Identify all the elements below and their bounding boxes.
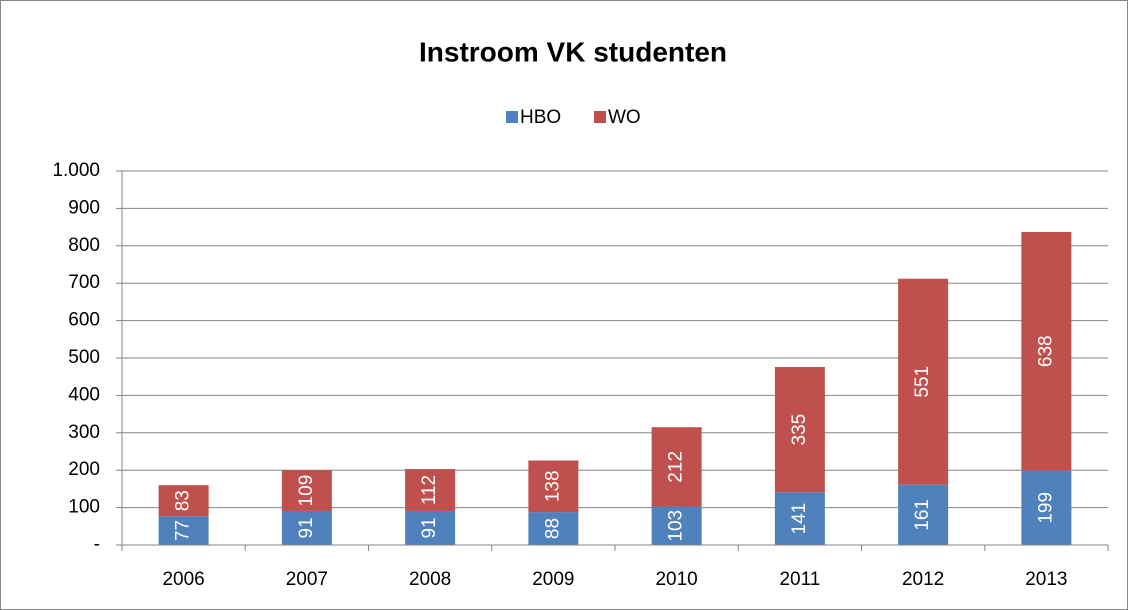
bar-segment [281,470,332,511]
data-label: 551 [912,366,933,398]
legend-label: HBO [520,107,561,128]
bar-segment [898,484,949,545]
y-tick-label: 600 [68,310,100,331]
legend-swatch [506,111,518,123]
y-tick-label: 200 [68,459,100,480]
y-tick-label: 700 [68,272,100,293]
data-label: 335 [789,414,810,446]
x-tick-label: 2011 [779,569,820,590]
data-label: 83 [173,490,194,511]
x-tick-label: 2008 [409,569,451,590]
y-tick-label: 800 [68,235,100,256]
legend-swatch [594,111,606,123]
data-label: 138 [542,470,563,502]
bar-segment [405,469,456,511]
bar-segment [1021,231,1072,471]
data-label: 88 [542,518,563,539]
x-tick-label: 2010 [655,569,697,590]
x-tick-label: 2006 [162,569,204,590]
data-label: 112 [419,475,440,505]
y-tick-label: 500 [68,347,100,368]
x-tick-label: 2007 [286,569,328,590]
data-label: 638 [1035,335,1056,367]
bar-segment [651,427,702,507]
y-tick-label: 100 [68,497,100,518]
data-label: 91 [419,517,440,538]
y-tick-label: - [94,534,100,555]
bar-segment [651,506,702,545]
bar-segment [158,485,209,517]
x-tick-label: 2009 [532,569,574,590]
bar-segment [281,510,332,545]
bar-segment [405,510,456,545]
x-tick-label: 2012 [902,569,944,590]
y-tick-label: 400 [68,384,100,405]
data-label: 77 [173,520,194,541]
bar-segment [528,460,579,513]
x-tick-label: 2013 [1025,569,1067,590]
data-label: 109 [296,475,317,507]
y-tick-label: 1.000 [52,160,100,181]
data-label: 199 [1035,492,1056,524]
data-label: 141 [789,503,810,535]
chart-title: Instroom VK studenten [419,36,727,67]
bar-segment [158,516,209,545]
bar-segment [774,366,825,493]
data-label: 161 [912,499,933,531]
data-label: 91 [296,517,317,538]
bar-segment [774,492,825,545]
bar-segment [898,278,949,485]
bar-segment [528,512,579,545]
bar-segment [1021,470,1072,545]
legend-label: WO [608,107,641,128]
y-tick-label: 900 [68,197,100,218]
data-label: 212 [666,451,687,483]
data-label: 103 [666,510,687,542]
y-tick-label: 300 [68,422,100,443]
